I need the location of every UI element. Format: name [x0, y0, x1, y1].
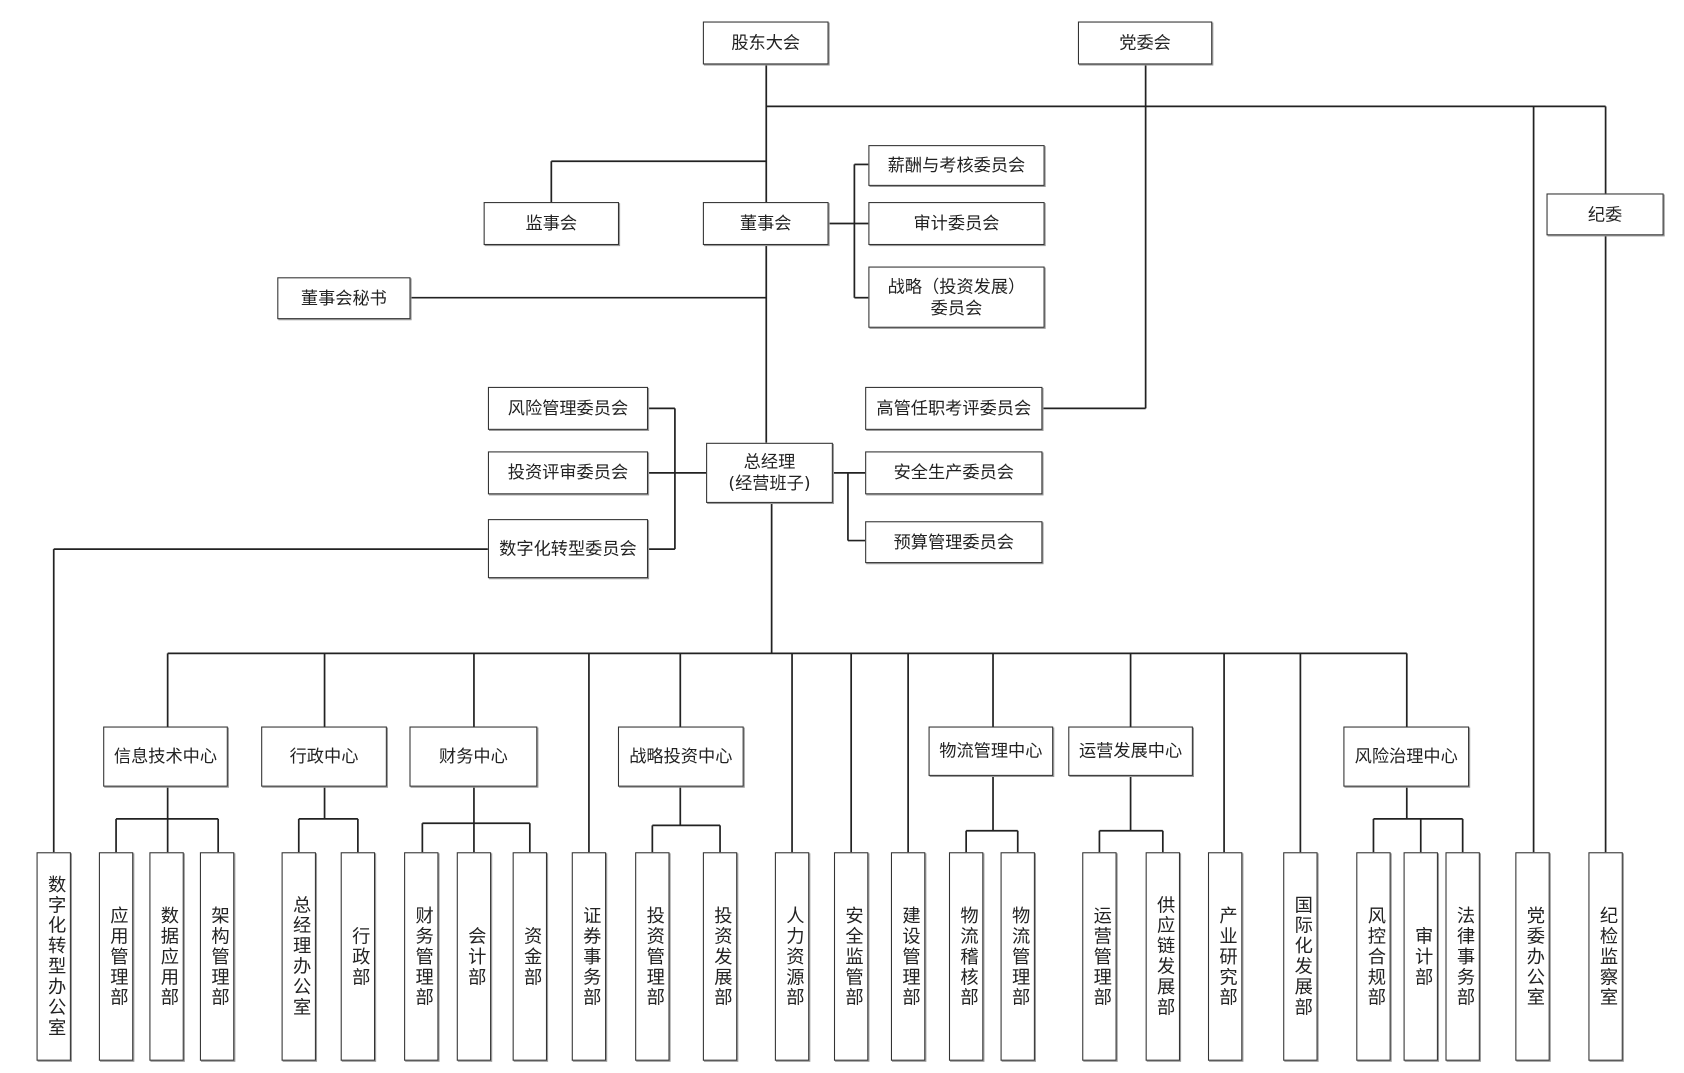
- risk-management-committee-box: 风险管理委员会: [487, 386, 649, 430]
- admin-center-box: 行政中心: [261, 726, 387, 787]
- budget-management-committee-box: 预算管理委员会: [865, 521, 1043, 564]
- executive-evaluation-committee-box: 高管任职考评委员会: [865, 386, 1043, 430]
- operations-mgmt-box: 运营管理部: [1082, 852, 1117, 1061]
- compensation-committee-box: 薪酬与考核委员会: [868, 145, 1045, 186]
- it-center-box: 信息技术中心: [103, 726, 228, 787]
- logistics-center-box: 物流管理中心: [928, 726, 1054, 776]
- discipline-inspection-box: 纪检监察室: [1588, 852, 1623, 1061]
- investment-mgmt-box: 投资管理部: [635, 852, 670, 1061]
- finance-center-box: 财务中心: [409, 726, 538, 787]
- party-committee-box: 党委会: [1077, 21, 1213, 65]
- construction-mgmt-box: 建设管理部: [890, 852, 926, 1061]
- discipline-committee-box: 纪委: [1546, 193, 1664, 236]
- investment-review-committee-box: 投资评审委员会: [487, 451, 649, 495]
- financial-mgmt-box: 财务管理部: [404, 852, 439, 1061]
- audit-committee-box: 审计委员会: [868, 202, 1045, 246]
- risk-governance-center-box: 风险治理中心: [1343, 726, 1470, 787]
- logistics-mgmt-box: 物流管理部: [1000, 852, 1035, 1061]
- gm-office-box: 总经理办公室: [281, 852, 316, 1061]
- internationalization-box: 国际化发展部: [1283, 852, 1318, 1061]
- supply-chain-dev-box: 供应链发展部: [1145, 852, 1181, 1061]
- treasury-box: 资金部: [512, 852, 548, 1061]
- admin-dept-box: 行政部: [340, 852, 376, 1061]
- legal-affairs-box: 法律事务部: [1445, 852, 1480, 1061]
- investment-dev-box: 投资发展部: [702, 852, 738, 1061]
- digital-office-box: 数字化转型办公室: [36, 852, 71, 1061]
- strategy-committee-box: 战略（投资发展） 委员会: [868, 266, 1045, 328]
- shareholders-meeting-box: 股东大会: [702, 21, 829, 65]
- strategic-investment-center-box: 战略投资中心: [617, 726, 744, 787]
- human-resources-box: 人力资源部: [774, 852, 810, 1061]
- accounting-box: 会计部: [456, 852, 492, 1061]
- party-office-box: 党委办公室: [1515, 852, 1550, 1061]
- board-secretary-box: 董事会秘书: [277, 277, 411, 320]
- industry-research-box: 产业研究部: [1207, 852, 1243, 1061]
- operations-center-box: 运营发展中心: [1068, 726, 1193, 776]
- board-of-directors-box: 董事会: [702, 202, 829, 246]
- risk-compliance-box: 风控合规部: [1356, 852, 1391, 1061]
- application-mgmt-box: 应用管理部: [98, 852, 134, 1061]
- safety-production-committee-box: 安全生产委员会: [865, 451, 1043, 495]
- audit-dept-box: 审计部: [1403, 852, 1438, 1061]
- digital-transformation-committee-box: 数字化转型委员会: [487, 519, 649, 579]
- board-of-supervisors-box: 监事会: [483, 202, 620, 246]
- securities-affairs-box: 证券事务部: [571, 852, 607, 1061]
- architecture-mgmt-box: 架构管理部: [199, 852, 235, 1061]
- data-application-box: 数据应用部: [149, 852, 184, 1061]
- general-manager-box: 总经理 (经营班子): [706, 442, 833, 503]
- safety-supervision-box: 安全监管部: [833, 852, 869, 1061]
- logistics-audit-box: 物流稽核部: [948, 852, 984, 1061]
